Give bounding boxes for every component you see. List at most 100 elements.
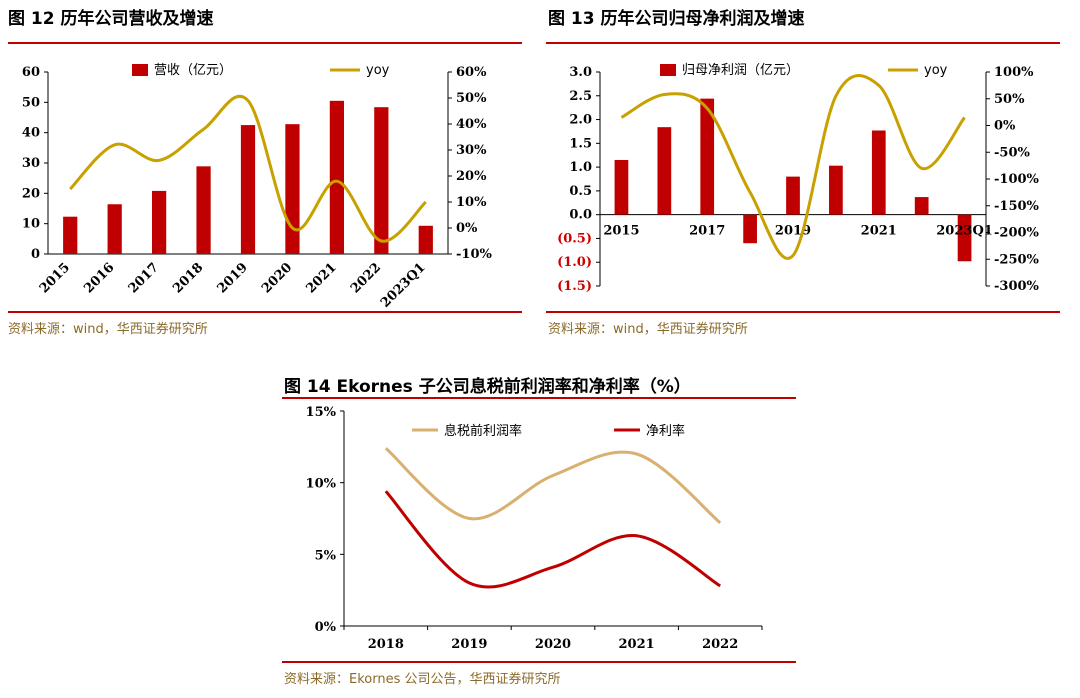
x-tick-label: 2016 xyxy=(81,260,117,296)
figure-13-source: 资料来源：wind，华西证券研究所 xyxy=(548,322,748,337)
bar-2018 xyxy=(743,214,757,244)
left-tick-label: 40 xyxy=(22,126,40,141)
revenue-chart: 0 10 20 30 40 50 60 -10% 0% 10% 20% 30% 40% 50% 60% 201… xyxy=(22,63,493,310)
x-tick-label: 2017 xyxy=(689,224,725,239)
x-tick-label: 2022 xyxy=(702,637,738,652)
left-tick-label: 0 xyxy=(31,247,40,262)
left-tick-label: 50 xyxy=(22,95,40,110)
right-tick-label: -250% xyxy=(994,252,1040,267)
bar-2019 xyxy=(786,176,800,215)
left-tick-label: 0.0 xyxy=(569,208,592,223)
figure-13-top-rule xyxy=(546,42,1060,44)
right-tick-label: 50% xyxy=(456,91,487,106)
y-tick-label: 10% xyxy=(306,477,337,492)
net-profit-chart: (1.5) (1.0) (0.5) 0.0 0.5 1.0 1.5 2.0 2.5 3.0 -300… xyxy=(557,63,1040,294)
legend-line-label: yoy xyxy=(924,63,948,78)
left-tick-label: (1.0) xyxy=(557,255,592,270)
right-tick-label: -300% xyxy=(994,279,1040,294)
legend-bar-label: 营收（亿元） xyxy=(154,63,232,78)
figure-14-top-rule xyxy=(282,397,796,399)
x-tick-label: 2015 xyxy=(603,224,639,239)
bar-2019 xyxy=(240,125,256,254)
series-line-0 xyxy=(384,447,722,524)
bar-2017 xyxy=(152,190,167,254)
right-tick-label: 10% xyxy=(456,195,487,210)
left-tick-label: 1.5 xyxy=(569,136,592,151)
figure-12-title: 图 12 历年公司营收及增速 xyxy=(8,9,214,29)
figure-12-top-rule xyxy=(8,42,522,44)
left-tick-label: 10 xyxy=(22,217,40,232)
legend-bar-swatch xyxy=(660,64,676,76)
left-tick-label: 0.5 xyxy=(569,184,592,199)
x-tick-label: 2021 xyxy=(619,637,655,652)
bar-2022 xyxy=(374,107,389,254)
legend-bar-label: 归母净利润（亿元） xyxy=(682,63,799,78)
x-tick-label: 2020 xyxy=(535,637,571,652)
bar-2021 xyxy=(329,100,344,254)
x-tick-label: 2019 xyxy=(451,637,487,652)
left-tick-label: (0.5) xyxy=(557,231,592,246)
bar-2023Q1 xyxy=(418,225,433,254)
right-tick-label: 20% xyxy=(456,169,487,184)
bar-2022 xyxy=(914,197,929,215)
bar-2016 xyxy=(657,127,672,215)
figure-12-bottom-rule xyxy=(8,311,522,313)
bar-2018 xyxy=(196,166,211,254)
yoy-line xyxy=(620,74,966,260)
right-tick-label: 30% xyxy=(456,143,487,158)
left-tick-label: 30 xyxy=(22,156,40,171)
right-tick-label: -50% xyxy=(994,145,1030,160)
legend-label-0: 息税前利润率 xyxy=(444,423,522,439)
bar-2015 xyxy=(63,216,78,254)
legend-label-1: 净利率 xyxy=(646,423,685,439)
figure-14-source: 资料来源：Ekornes 公司公告，华西证券研究所 xyxy=(284,672,561,687)
bar-2016 xyxy=(107,204,122,254)
figure-14-bottom-rule xyxy=(282,661,796,663)
y-tick-label: 5% xyxy=(315,548,337,563)
yoy-line xyxy=(69,94,427,243)
right-tick-label: 100% xyxy=(994,65,1034,80)
x-tick-label: 2022 xyxy=(348,260,384,296)
right-tick-label: -200% xyxy=(994,226,1040,241)
ekornes-margin-chart: 0% 5% 10% 15% 2018 2019 2020 2021 2022 息税前利润率 净利率 xyxy=(306,405,763,652)
x-tick-label: 2017 xyxy=(126,260,162,296)
bar-2015 xyxy=(614,159,629,215)
x-tick-label: 2021 xyxy=(304,260,340,296)
bar-2017 xyxy=(700,98,715,215)
legend-line-label: yoy xyxy=(366,63,390,78)
left-tick-label: 2.0 xyxy=(569,113,592,128)
right-tick-label: -100% xyxy=(994,172,1040,187)
left-tick-label: 1.0 xyxy=(569,160,592,175)
legend-bar-swatch xyxy=(132,64,148,76)
right-tick-label: 40% xyxy=(456,117,487,132)
figure-14-title: 图 14 Ekornes 子公司息税前利润率和净利率（%） xyxy=(284,377,691,397)
x-tick-label: 2023Q1 xyxy=(378,260,429,310)
right-tick-label: 0% xyxy=(994,119,1016,134)
left-tick-label: 2.5 xyxy=(569,89,592,104)
bar-2021 xyxy=(871,130,886,215)
x-tick-label: 2019 xyxy=(215,260,251,296)
left-tick-label: 3.0 xyxy=(569,65,592,80)
x-tick-label: 2020 xyxy=(259,260,295,296)
series-line-1 xyxy=(384,490,721,589)
x-tick-label: 2021 xyxy=(861,224,897,239)
bar-2020 xyxy=(285,124,300,254)
x-tick-label: 2023Q1 xyxy=(936,224,993,239)
right-tick-label: 50% xyxy=(994,92,1025,107)
left-tick-label: 20 xyxy=(22,186,40,201)
left-tick-label: 60 xyxy=(22,65,40,80)
right-tick-label: -150% xyxy=(994,199,1040,214)
bar-2020 xyxy=(829,165,843,215)
y-tick-label: 15% xyxy=(306,405,337,420)
figure-12-source: 资料来源：wind，华西证券研究所 xyxy=(8,322,208,337)
figure-13-bottom-rule xyxy=(546,311,1060,313)
figure-13-title: 图 13 历年公司归母净利润及增速 xyxy=(548,9,805,29)
right-tick-label: 60% xyxy=(456,65,487,80)
left-tick-label: (1.5) xyxy=(557,279,592,294)
right-tick-label: -10% xyxy=(456,247,492,262)
right-tick-label: 0% xyxy=(456,221,478,236)
x-tick-label: 2015 xyxy=(37,260,73,296)
y-tick-label: 0% xyxy=(315,620,337,635)
x-tick-label: 2018 xyxy=(368,637,404,652)
bar-2023Q1 xyxy=(957,214,972,262)
